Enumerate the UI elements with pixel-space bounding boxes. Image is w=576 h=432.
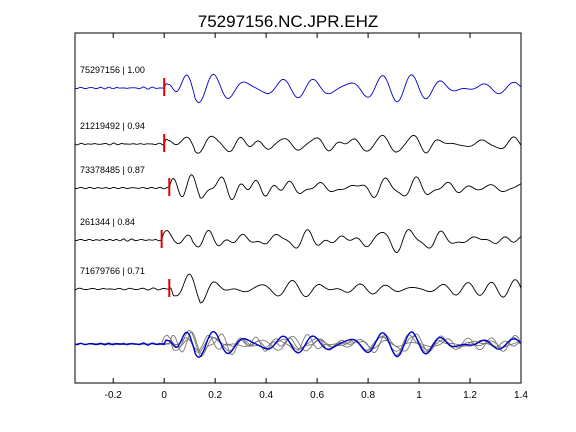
trace-line-261344 — [75, 229, 522, 253]
x-tick-label: -0.2 — [105, 390, 123, 401]
stack-trace-reference — [74, 330, 522, 358]
trace-73378485: 73378485 | 0.87 — [74, 165, 522, 201]
chart-title: 75297156.NC.JPR.EHZ — [198, 12, 378, 31]
trace-71679766: 71679766 | 0.71 — [74, 266, 522, 304]
x-axis: -0.2 0 0.2 0.4 0.6 0.8 1 1.2 1.4 — [105, 33, 528, 401]
trace-line-75297156 — [74, 73, 522, 103]
plot-frame — [74, 32, 522, 384]
trace-label-21219492: 21219492 | 0.94 — [80, 121, 145, 131]
x-tick-label: 1 — [416, 390, 422, 401]
trace-21219492: 21219492 | 0.94 — [74, 121, 522, 154]
stack-layer — [74, 330, 522, 358]
x-tick-label: 0.4 — [259, 390, 273, 401]
x-tick-label: 0.2 — [208, 390, 222, 401]
trace-261344: 261344 | 0.84 — [75, 217, 522, 253]
trace-75297156: 75297156 | 1.00 — [74, 65, 522, 103]
trace-label-73378485: 73378485 | 0.87 — [80, 165, 145, 175]
trace-line-73378485 — [74, 174, 522, 201]
trace-label-75297156: 75297156 | 1.00 — [80, 65, 145, 75]
trace-label-71679766: 71679766 | 0.71 — [80, 266, 145, 276]
traces-layer: 75297156 | 1.00 21219492 | 0.94 73378485 |… — [74, 65, 522, 304]
x-tick-label: 1.4 — [514, 390, 528, 401]
trace-line-71679766 — [74, 273, 522, 304]
x-tick-label: 0 — [161, 390, 167, 401]
x-tick-label: 0.6 — [310, 390, 324, 401]
trace-line-21219492 — [74, 134, 522, 154]
x-tick-label: 1.2 — [463, 390, 477, 401]
trace-label-261344: 261344 | 0.84 — [80, 217, 135, 227]
x-tick-label: 0.8 — [361, 390, 375, 401]
